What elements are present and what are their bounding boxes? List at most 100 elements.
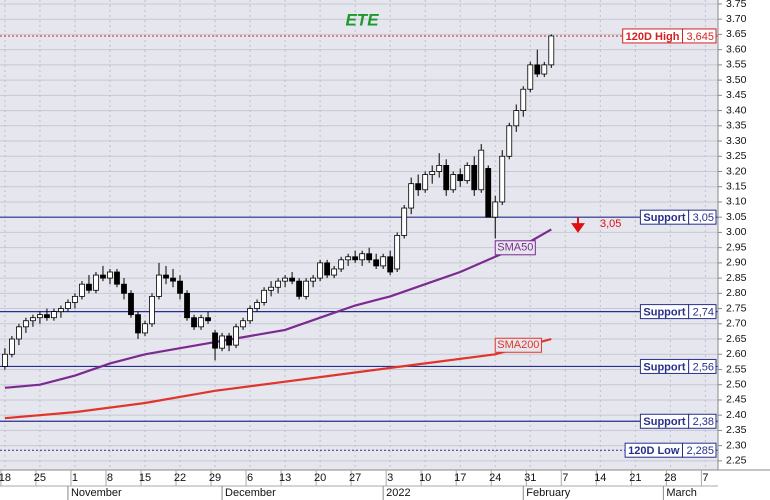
candle-body [268,286,274,291]
candle-body [436,164,443,172]
y-tick-label: 2.60 [726,348,747,360]
x-tick-label: 31 [524,472,536,484]
y-tick-label: 2.30 [726,439,747,451]
y-tick-label: 3.50 [726,74,747,86]
candle-body [345,256,352,261]
y-tick-label: 3.55 [726,59,747,71]
y-tick-label: 3.20 [726,165,747,177]
x-tick-label: 20 [314,472,326,484]
candle-body [289,277,296,282]
sma-label-box [494,240,536,256]
y-tick-label: 2.80 [726,287,747,299]
candle-body [303,280,310,297]
y-tick-label: 2.90 [726,257,747,269]
candle-body [471,164,478,191]
candle-body [212,332,218,349]
candle-body [107,271,113,279]
y-tick-label: 3.05 [726,211,747,223]
candle-body [9,338,15,355]
candle-body [401,207,408,236]
sma-line [4,337,552,420]
y-tick-label: 2.65 [726,333,747,345]
y-tick-label: 3.10 [726,196,747,208]
candle-body [226,335,232,346]
x-tick-label: 25 [34,472,46,484]
month-label: February [526,487,571,499]
sma-line [4,228,552,389]
x-tick-label: 22 [174,472,186,484]
candle-body [394,235,401,270]
level-name-box [639,304,690,320]
candle-body [233,326,239,346]
x-tick-label: 24 [489,472,501,484]
candle-body [261,289,267,303]
candle-body [429,171,436,175]
x-tick-label: 7 [702,472,708,484]
level-name-label: Support [643,361,685,373]
x-tick-label: 7 [562,472,568,484]
candle-body [37,314,43,319]
y-tick-label: 3.15 [726,181,747,193]
x-tick-label: 27 [349,472,361,484]
candle-body [310,277,317,282]
sma-label: SMA50 [497,242,533,254]
alert-arrow [571,217,585,233]
sma-label: SMA200 [497,339,539,351]
level-value-label: 2,38 [693,416,714,428]
x-tick-label: 6 [247,472,253,484]
y-tick-label: 2.95 [726,241,747,253]
month-label: 2022 [386,487,410,499]
candle-body [366,253,373,261]
x-tick-label: 29 [209,472,221,484]
level-name-box [639,209,690,225]
candle-body [2,353,8,367]
candle-body [114,271,120,285]
y-tick-label: 2.70 [726,318,747,330]
candle-body [191,317,197,328]
plot-area [0,0,718,470]
candle-body [534,64,541,75]
level-name-box [622,28,683,44]
candle-body [485,168,492,218]
x-tick-label: 13 [279,472,291,484]
candle-body [450,174,457,191]
candle-body [65,302,71,309]
candle-body [359,253,366,261]
candle-body [296,280,303,297]
candle-body [93,274,99,291]
candle-body [373,259,380,267]
y-tick-label: 2.50 [726,378,747,390]
y-tick-label: 2.35 [726,424,747,436]
candle-body [380,256,387,267]
x-tick-label: 14 [594,472,606,484]
level-name-label: 120D Low [628,445,680,457]
y-tick-label: 3.00 [726,226,747,238]
y-tick-label: 3.65 [726,28,747,40]
candle-body [128,292,134,316]
candle-body [198,317,204,328]
month-label: November [71,487,122,499]
candle-body [282,277,288,282]
indicator-lines [4,228,552,420]
candle-body [58,308,64,313]
candle-body [16,326,22,340]
candle-body [422,174,429,191]
x-tick-label: 18 [0,472,11,484]
candle-body [324,262,331,276]
y-tick-label: 2.25 [726,455,747,467]
candle-body [548,35,555,66]
candle-body [170,277,176,282]
candle-body [177,280,183,294]
level-value-label: 3,05 [693,212,714,224]
candle-body [338,259,345,270]
candle-body [492,201,499,218]
chart-title: ETE [345,10,379,29]
level-value-label: 2,56 [693,361,714,373]
y-tick-label: 3.25 [726,150,747,162]
x-tick-label: 1 [72,472,78,484]
level-name-box [624,442,683,458]
candle-body [100,274,106,279]
y-tick-label: 3.30 [726,135,747,147]
candle-body [240,320,246,328]
y-tick-label: 2.45 [726,394,747,406]
